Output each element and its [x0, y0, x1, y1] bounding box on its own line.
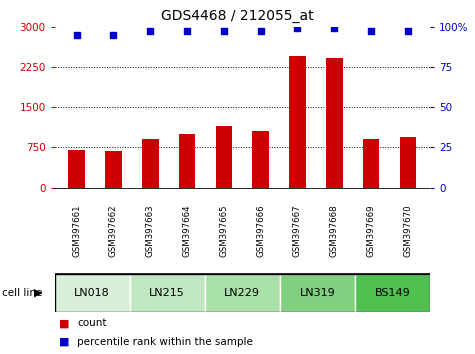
Point [110, 32, 117, 38]
Bar [179, 134, 195, 188]
Point [367, 29, 375, 34]
Bar [68, 150, 85, 188]
Bar [205, 274, 280, 312]
Point [220, 29, 228, 34]
Bar [55, 274, 130, 312]
Text: GSM397662: GSM397662 [109, 205, 118, 257]
Bar [289, 56, 306, 188]
Point [146, 29, 154, 34]
Point [294, 25, 301, 31]
Bar [142, 139, 159, 188]
Bar [363, 139, 380, 188]
Text: GSM397663: GSM397663 [146, 205, 155, 257]
Text: GSM397664: GSM397664 [182, 205, 191, 257]
Text: GSM397661: GSM397661 [72, 205, 81, 257]
Text: cell line: cell line [2, 288, 43, 298]
Bar [326, 58, 342, 188]
Text: LN018: LN018 [74, 288, 110, 298]
Text: ■: ■ [59, 318, 70, 329]
Text: BS149: BS149 [374, 288, 410, 298]
Bar [355, 274, 430, 312]
Text: GSM397665: GSM397665 [219, 205, 228, 257]
Point [257, 29, 265, 34]
Text: GSM397670: GSM397670 [403, 205, 412, 257]
Text: percentile rank within the sample: percentile rank within the sample [77, 337, 253, 347]
Text: GSM397666: GSM397666 [256, 205, 265, 257]
Bar [216, 126, 232, 188]
Text: GDS4468 / 212055_at: GDS4468 / 212055_at [161, 9, 314, 23]
Point [183, 29, 191, 34]
Text: ▶: ▶ [34, 288, 43, 298]
Bar [105, 151, 122, 188]
Text: GSM397667: GSM397667 [293, 205, 302, 257]
Bar [280, 274, 355, 312]
Text: GSM397669: GSM397669 [367, 205, 376, 257]
Bar [130, 274, 205, 312]
Bar [252, 131, 269, 188]
Bar [399, 137, 416, 188]
Text: GSM397668: GSM397668 [330, 205, 339, 257]
Text: LN229: LN229 [224, 288, 260, 298]
Point [73, 32, 80, 38]
Text: LN319: LN319 [299, 288, 335, 298]
Text: count: count [77, 318, 107, 329]
Text: LN215: LN215 [149, 288, 185, 298]
Text: ■: ■ [59, 337, 70, 347]
Point [404, 29, 412, 34]
Point [331, 25, 338, 31]
